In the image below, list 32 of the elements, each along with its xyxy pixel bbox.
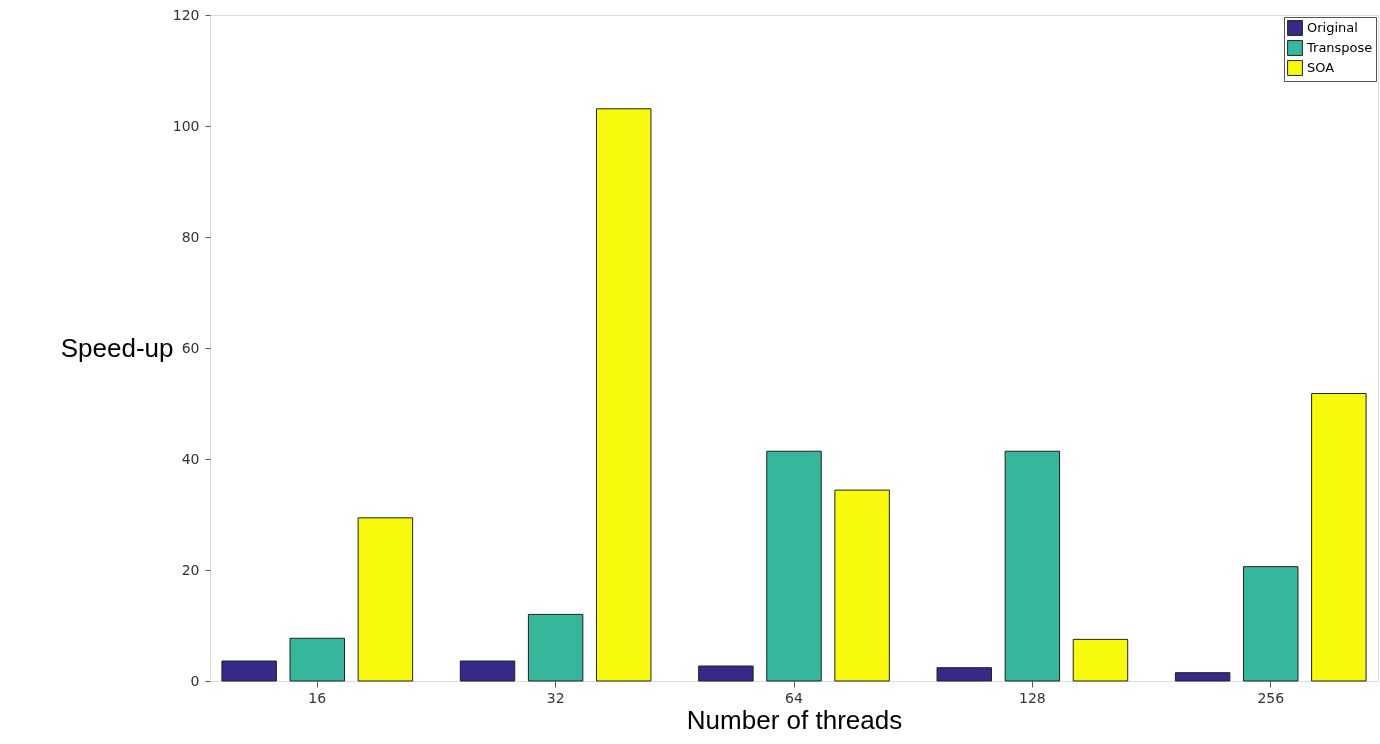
- bar: [834, 489, 890, 682]
- bar: [1072, 638, 1129, 682]
- legend-label: SOA: [1307, 60, 1335, 75]
- bar: [459, 660, 516, 682]
- x-axis-title: Number of threads: [686, 704, 903, 735]
- y-tick-label: 80: [181, 228, 200, 245]
- bar: [1174, 672, 1231, 682]
- bar: [766, 450, 822, 682]
- y-tick-label: 40: [181, 450, 200, 467]
- x-tick-label: 128: [1019, 689, 1046, 706]
- x-tick-label: 256: [1257, 689, 1285, 706]
- bar: [698, 665, 754, 682]
- bar: [1311, 393, 1367, 682]
- bar: [289, 637, 346, 682]
- legend-label: Transpose: [1306, 40, 1373, 55]
- y-tick-label: 20: [181, 561, 200, 578]
- bar: [596, 108, 652, 682]
- bar: [357, 517, 414, 682]
- x-tick-label: 64: [785, 689, 803, 706]
- x-tick-label: 16: [308, 689, 327, 706]
- bar: [936, 667, 992, 682]
- bar: [1242, 566, 1299, 682]
- x-tick-label: 32: [546, 689, 565, 706]
- y-tick-label: 120: [172, 6, 200, 23]
- y-tick-label: 60: [181, 339, 200, 356]
- y-tick-label: 100: [172, 117, 200, 134]
- y-tick-label: 0: [190, 672, 200, 689]
- legend-label: Original: [1307, 20, 1358, 35]
- bar: [221, 660, 277, 682]
- y-axis-title: Speed-up: [60, 332, 174, 363]
- bar: [527, 613, 584, 682]
- bar: [1004, 450, 1061, 682]
